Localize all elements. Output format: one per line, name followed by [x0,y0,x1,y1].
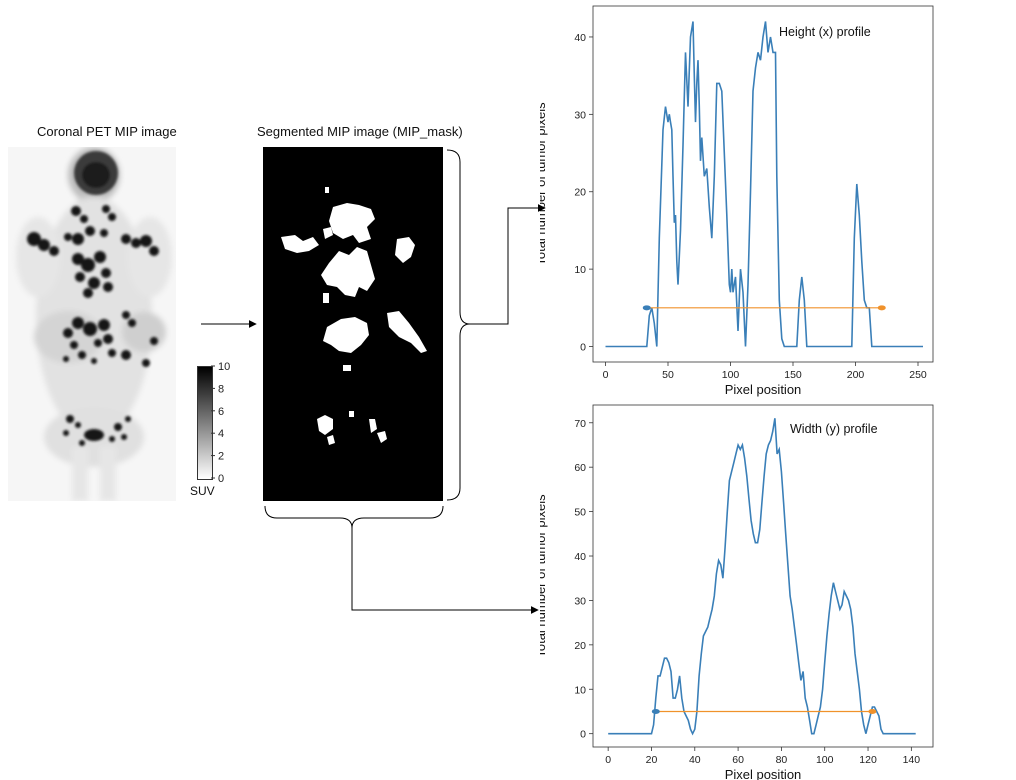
y-tick-label: 70 [574,418,586,430]
x-tick-label: 200 [847,369,865,381]
x-tick-label: 20 [646,754,658,766]
colorbar-ticks: 10 8 6 4 2 0 [211,361,230,485]
y-tick-label: 0 [580,342,586,354]
x-axis-label: Pixel position [725,767,802,780]
y-tick-label: 40 [574,551,586,563]
colorbar-tick-label: 6 [218,406,224,418]
threshold-start-marker [651,708,660,714]
arrow-to-width-profile [351,528,539,614]
suv-colorbar [197,366,213,480]
width-profile-chart: 0 20 40 60 80 100 120 140 0 10 20 30 40 50 60 70 Pixel p… [540,404,934,780]
y-tick-label: 10 [574,684,586,696]
profile-annotation: Height (x) profile [779,25,871,39]
x-tick-label: 40 [689,754,701,766]
y-tick-label: 40 [574,32,586,44]
x-tick-label: 250 [909,369,927,381]
y-tick-label: 20 [574,187,586,199]
x-tick-label: 100 [816,754,834,766]
y-tick-label: 30 [574,595,586,607]
horizontal-brace [264,505,444,529]
profile-series-line [605,21,923,348]
x-tick-label: 60 [732,754,744,766]
threshold-end-marker [868,708,877,714]
colorbar-tick-label: 0 [218,473,224,485]
y-tick-label: 50 [574,507,586,519]
y-axis-label: Total number of tumor pixels [540,494,548,658]
y-tick-label: 20 [574,640,586,652]
pet-title: Coronal PET MIP image [37,124,177,139]
profile-annotation: Width (y) profile [790,422,878,436]
plot-frame [592,404,934,748]
x-tick-label: 100 [722,369,740,381]
y-tick-label: 10 [574,264,586,276]
y-tick-label: 30 [574,109,586,121]
x-tick-label: 50 [662,369,674,381]
x-tick-label: 80 [776,754,788,766]
y-tick-label: 0 [580,729,586,741]
plot-frame [592,5,934,363]
vertical-brace [446,149,471,501]
colorbar-label: SUV [190,484,215,498]
x-tick-label: 150 [784,369,802,381]
y-axis-label: Total number of tumor pixels [540,102,548,266]
x-tick-label: 0 [605,754,611,766]
colorbar-tick-label: 8 [218,383,224,395]
threshold-end-marker [877,305,886,311]
arrow-to-height-profile [470,204,546,325]
height-profile-chart: 0 50 100 150 200 250 0 10 20 30 40 Pixel position To… [540,5,934,397]
x-tick-label: 0 [603,369,609,381]
colorbar-tick-label: 2 [218,451,224,463]
threshold-start-marker [642,305,651,311]
colorbar-tick-label: 10 [218,361,230,373]
pet-mip-image [8,147,176,501]
y-tick-label: 60 [574,462,586,474]
x-tick-label: 120 [859,754,877,766]
segmented-mask-image [263,147,443,501]
colorbar-tick-label: 4 [218,428,224,440]
x-tick-label: 140 [903,754,921,766]
x-axis-label: Pixel position [725,382,802,397]
profile-series-line [608,418,916,736]
mask-title: Segmented MIP image (MIP_mask) [257,124,463,139]
